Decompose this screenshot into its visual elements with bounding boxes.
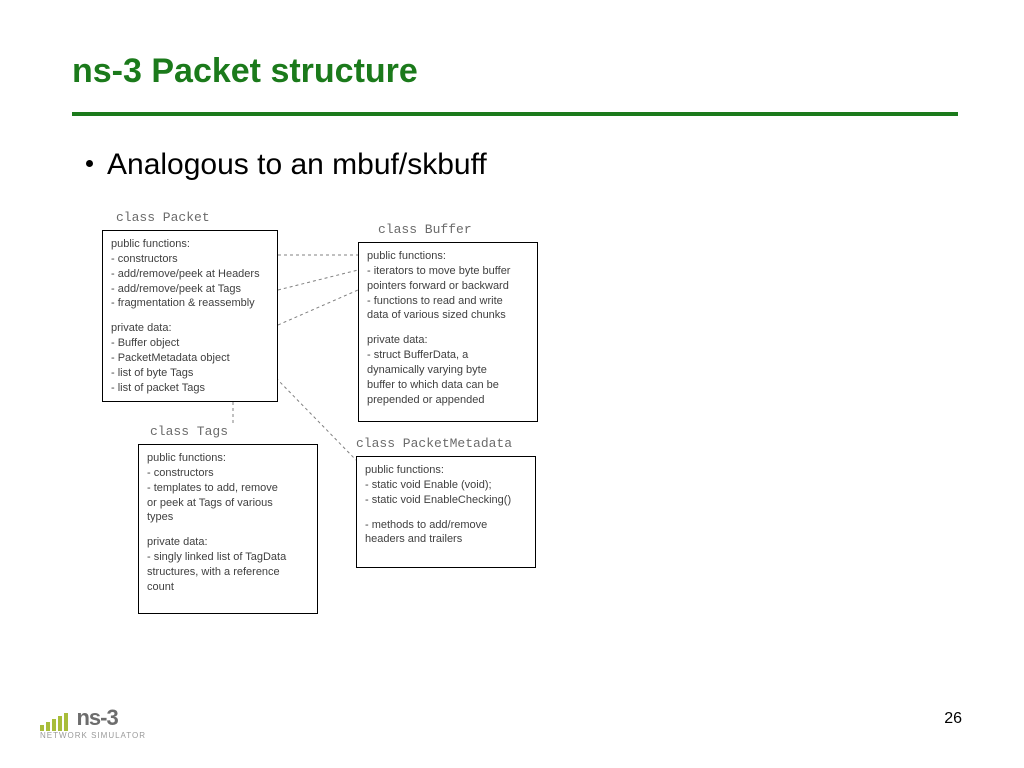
bullet-dot-icon bbox=[86, 160, 93, 167]
buffer-private-0: - struct BufferData, a bbox=[367, 348, 529, 363]
buffer-public-1: pointers forward or backward bbox=[367, 279, 529, 294]
metadata-private-0: - methods to add/remove bbox=[365, 518, 527, 533]
buffer-private-head: private data: bbox=[367, 333, 529, 348]
class-label-metadata: class PacketMetadata bbox=[356, 436, 512, 451]
buffer-private-2: buffer to which data can be bbox=[367, 378, 529, 393]
class-label-buffer: class Buffer bbox=[378, 222, 472, 237]
class-box-metadata: public functions: - static void Enable (… bbox=[356, 456, 536, 568]
class-box-packet: public functions: - constructors - add/r… bbox=[102, 230, 278, 402]
metadata-private-1: headers and trailers bbox=[365, 532, 527, 547]
packet-private-2: - list of byte Tags bbox=[111, 366, 269, 381]
class-box-buffer: public functions: - iterators to move by… bbox=[358, 242, 538, 422]
packet-public-1: - add/remove/peek at Headers bbox=[111, 267, 269, 282]
buffer-private-3: prepended or appended bbox=[367, 393, 529, 408]
metadata-public-0: - static void Enable (void); bbox=[365, 478, 527, 493]
metadata-public-head: public functions: bbox=[365, 463, 527, 478]
tags-private-1: structures, with a reference bbox=[147, 565, 309, 580]
tags-public-3: types bbox=[147, 510, 309, 525]
class-diagram: class Packet public functions: - constru… bbox=[88, 210, 608, 670]
logo-bars-icon bbox=[40, 713, 70, 731]
tags-private-head: private data: bbox=[147, 535, 309, 550]
tags-public-2: or peek at Tags of various bbox=[147, 496, 309, 511]
packet-private-1: - PacketMetadata object bbox=[111, 351, 269, 366]
class-box-tags: public functions: - constructors - templ… bbox=[138, 444, 318, 614]
packet-private-0: - Buffer object bbox=[111, 336, 269, 351]
tags-public-head: public functions: bbox=[147, 451, 309, 466]
packet-public-2: - add/remove/peek at Tags bbox=[111, 282, 269, 297]
packet-public-3: - fragmentation & reassembly bbox=[111, 296, 269, 311]
packet-public-0: - constructors bbox=[111, 252, 269, 267]
tags-public-0: - constructors bbox=[147, 466, 309, 481]
logo-subtext: NETWORK SIMULATOR bbox=[40, 731, 146, 740]
buffer-public-head: public functions: bbox=[367, 249, 529, 264]
class-label-packet: class Packet bbox=[116, 210, 210, 225]
packet-private-3: - list of packet Tags bbox=[111, 381, 269, 396]
buffer-private-1: dynamically varying byte bbox=[367, 363, 529, 378]
buffer-public-3: data of various sized chunks bbox=[367, 308, 529, 323]
buffer-public-0: - iterators to move byte buffer bbox=[367, 264, 529, 279]
buffer-public-2: - functions to read and write bbox=[367, 294, 529, 309]
bullet-text: Analogous to an mbuf/skbuff bbox=[107, 148, 487, 181]
ns3-logo: ns-3 NETWORK SIMULATOR bbox=[40, 705, 146, 740]
tags-private-2: count bbox=[147, 580, 309, 595]
logo-text: ns-3 bbox=[76, 705, 117, 731]
tags-public-1: - templates to add, remove bbox=[147, 481, 309, 496]
bullet-item: Analogous to an mbuf/skbuff bbox=[86, 148, 487, 182]
class-label-tags: class Tags bbox=[150, 424, 228, 439]
title-underline bbox=[72, 112, 958, 116]
packet-private-head: private data: bbox=[111, 321, 269, 336]
slide-title: ns-3 Packet structure bbox=[72, 52, 418, 91]
tags-private-0: - singly linked list of TagData bbox=[147, 550, 309, 565]
page-number: 26 bbox=[944, 710, 962, 728]
metadata-public-1: - static void EnableChecking() bbox=[365, 493, 527, 508]
packet-public-head: public functions: bbox=[111, 237, 269, 252]
